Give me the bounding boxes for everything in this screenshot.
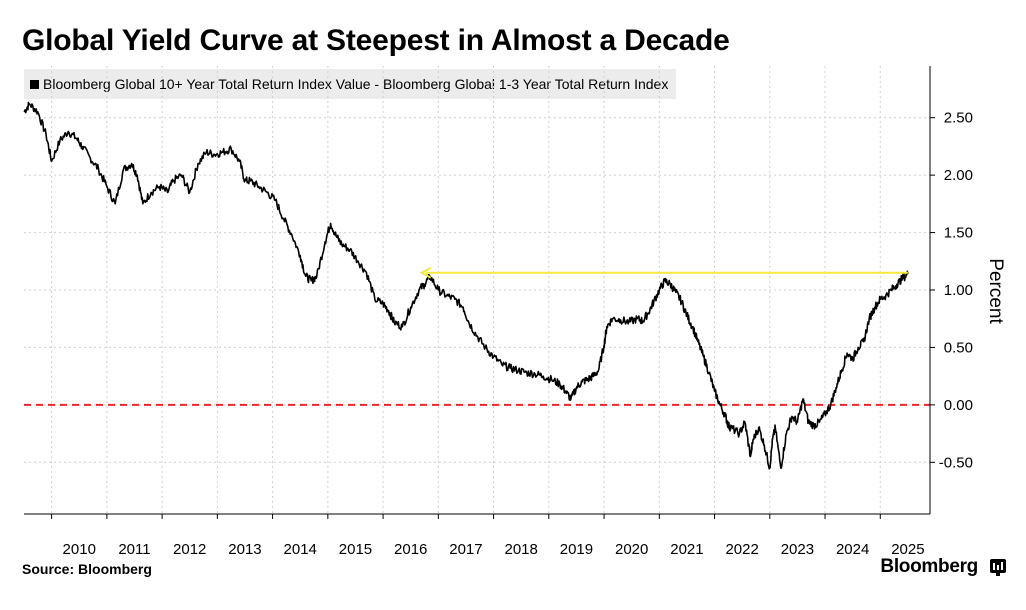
series-line [23,101,909,470]
x-tick-layer: 2010 2011 2012 2013 2014 2015 2016 2017 2018 2019… [51,514,925,558]
x-tick-label: 2014 [284,541,317,558]
x-tick-label: 2020 [615,541,648,558]
brand-logo: Bloomberg [880,556,978,577]
y-tick-label: -0.50 [939,454,973,471]
x-tick-label: 2011 [118,541,150,558]
chart-title: Global Yield Curve at Steepest in Almost… [22,24,730,57]
y-tick-label: 2.00 [944,167,973,184]
x-tick-label: 2019 [560,541,593,558]
x-tick-label: 2015 [339,541,372,558]
series-layer [23,101,909,470]
x-tick-label: 2022 [725,541,758,558]
x-tick-label: 2010 [63,541,96,558]
y-tick-label: 2.50 [944,110,973,127]
x-tick-label: 2025 [891,541,924,558]
y-tick-label: 1.00 [944,282,973,299]
x-tick-label: 2012 [173,541,206,558]
legend-swatch [30,79,39,89]
y-axis-label: Percent [985,258,1006,324]
x-tick-label: 2017 [449,541,482,558]
legend-label: Bloomberg Global 10+ Year Total Return I… [43,76,669,92]
x-tick-label: 2016 [394,541,427,558]
x-tick-label: 2023 [781,541,814,558]
x-tick-label: 2013 [228,541,261,558]
bloomberg-terminal-icon [990,559,1006,576]
x-tick-label: 2021 [670,541,703,558]
x-tick-label: 2018 [505,541,538,558]
annotation-arrow-head [419,266,432,279]
y-tick-layer: 2.50 2.00 1.50 1.00 0.50 0.00 -0.50 [930,110,973,471]
legend: Bloomberg Global 10+ Year Total Return I… [24,69,677,99]
annotation-layer [419,266,908,279]
y-tick-label: 0.00 [944,397,973,414]
y-tick-label: 1.50 [944,225,973,242]
x-tick-label: 2024 [836,541,869,558]
source-note: Source: Bloomberg [22,561,152,577]
grid-layer [24,66,930,514]
y-tick-label: 0.50 [944,339,973,356]
